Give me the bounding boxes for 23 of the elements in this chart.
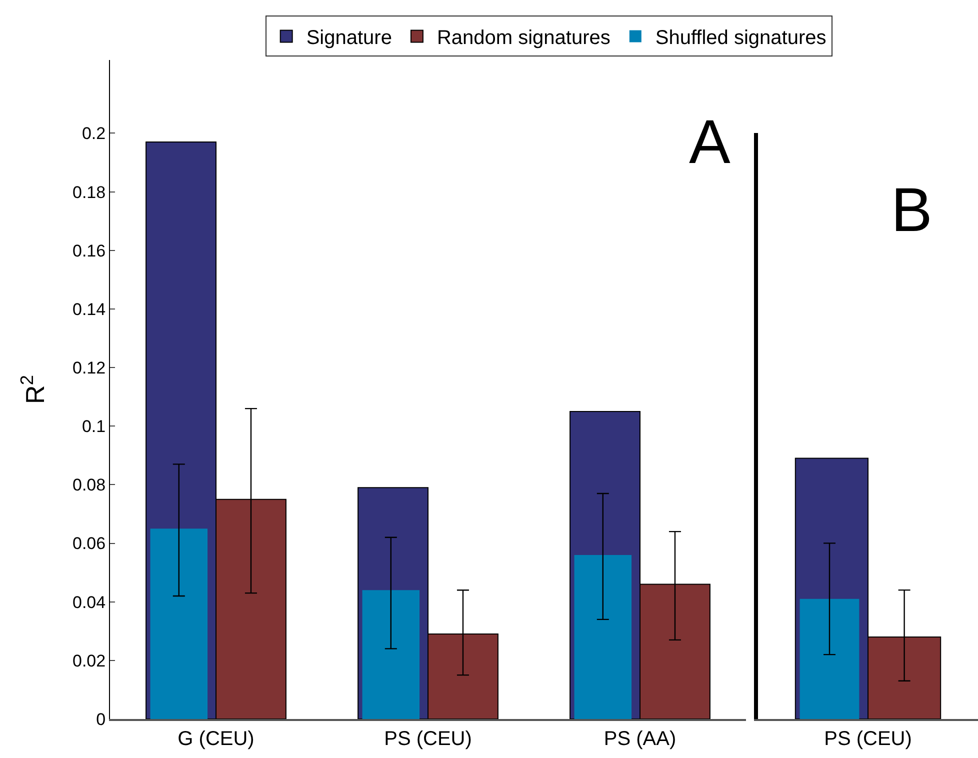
y-tick-label: 0.18 <box>72 182 106 202</box>
y-tick-label: 0.14 <box>72 300 106 319</box>
annotation: B <box>891 176 932 245</box>
x-tick-label: PS (CEU) <box>824 728 912 750</box>
y-tick-label: 0 <box>96 710 106 729</box>
bar <box>574 554 632 719</box>
y-tick-label: 0.1 <box>82 417 106 436</box>
y-tick-label: 0.2 <box>82 124 106 144</box>
x-tick-label: PS (AA) <box>604 728 676 750</box>
annotation: A <box>689 108 731 177</box>
legend-label: Shuffled signatures <box>655 27 826 50</box>
bar <box>362 590 420 719</box>
y-tick-label: 0.04 <box>72 592 106 612</box>
x-tick-label: PS (CEU) <box>384 728 472 750</box>
legend-label: Signature <box>306 27 392 50</box>
y-tick-label: 0.16 <box>72 241 106 260</box>
y-tick-label: 0.08 <box>72 476 106 495</box>
y-tick-label: 0.12 <box>72 358 106 378</box>
bar <box>150 528 208 719</box>
legend-label: Random signatures <box>436 27 610 50</box>
y-tick-label: 0.06 <box>72 534 106 554</box>
y-tick-label: 0.02 <box>72 651 106 670</box>
x-tick-label: G (CEU) <box>178 728 254 750</box>
